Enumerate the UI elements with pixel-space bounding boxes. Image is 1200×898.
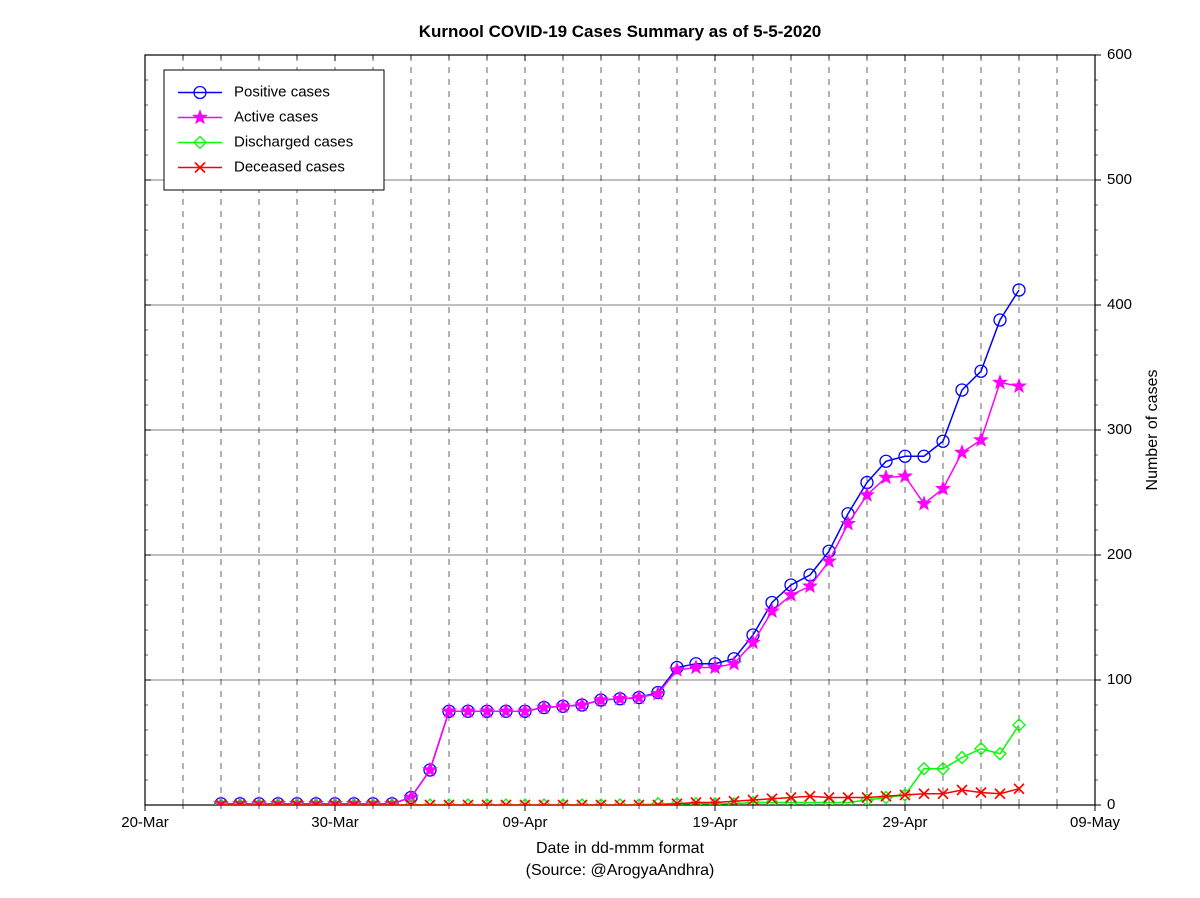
svg-text:100: 100	[1107, 671, 1132, 688]
svg-text:20-Mar: 20-Mar	[121, 814, 169, 831]
svg-text:Kurnool COVID-19 Cases Summary: Kurnool COVID-19 Cases Summary as of 5-5…	[419, 22, 821, 41]
svg-text:(Source: @ArogyaAndhra): (Source: @ArogyaAndhra)	[526, 862, 715, 879]
legend-label: Active cases	[234, 108, 318, 125]
svg-text:500: 500	[1107, 171, 1132, 188]
legend-label: Deceased cases	[234, 158, 345, 175]
svg-text:09-May: 09-May	[1070, 814, 1121, 831]
svg-text:0: 0	[1107, 796, 1115, 813]
svg-text:Number of cases: Number of cases	[1144, 370, 1161, 491]
svg-text:300: 300	[1107, 421, 1132, 438]
chart-svg: 20-Mar 30-Mar 09-Apr 19-Apr 29-Apr 09-May0 100…	[0, 0, 1200, 898]
legend-label: Discharged cases	[234, 133, 353, 150]
svg-text:400: 400	[1107, 296, 1132, 313]
svg-text:600: 600	[1107, 46, 1132, 63]
chart-container: 20-Mar 30-Mar 09-Apr 19-Apr 29-Apr 09-May0 100…	[0, 0, 1200, 898]
legend-label: Positive cases	[234, 83, 330, 100]
svg-text:19-Apr: 19-Apr	[692, 814, 737, 831]
legend: Positive cases Active cases Discharged cas…	[164, 70, 384, 190]
svg-text:29-Apr: 29-Apr	[882, 814, 927, 831]
svg-text:200: 200	[1107, 546, 1132, 563]
svg-text:30-Mar: 30-Mar	[311, 814, 359, 831]
svg-text:Date in dd-mmm format: Date in dd-mmm format	[536, 840, 705, 857]
svg-text:09-Apr: 09-Apr	[502, 814, 547, 831]
